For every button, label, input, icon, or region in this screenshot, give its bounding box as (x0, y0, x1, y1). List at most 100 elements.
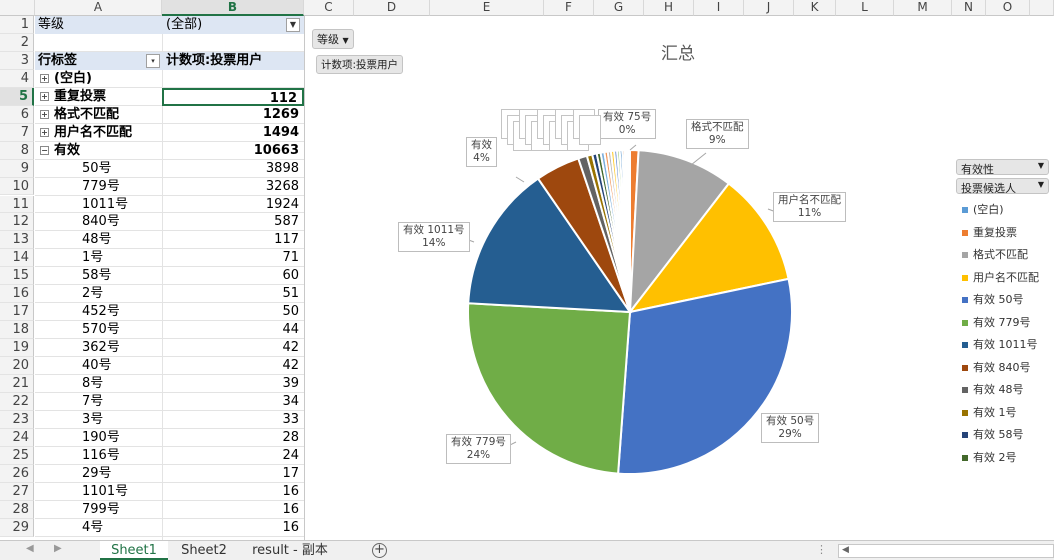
pivot-child-value[interactable]: 3898 (265, 160, 299, 176)
pivot-group-label[interactable]: + 重复投票 (35, 88, 162, 106)
scroll-next-sheet-button[interactable]: ▶ (54, 543, 62, 554)
pivot-group-label[interactable]: + 用户名不匹配 (35, 124, 162, 142)
data-label[interactable]: 用户名不匹配 11% (773, 192, 846, 222)
column-header-o[interactable]: O (986, 0, 1030, 16)
pivot-child-label[interactable]: 190号 (82, 429, 120, 445)
pivot-child-value[interactable]: 16 (282, 483, 299, 499)
data-label[interactable]: 有效 1011号 14% (398, 222, 470, 252)
legend-entry[interactable]: 有效 2号 (962, 449, 1017, 465)
row-header[interactable]: 18 (0, 321, 34, 340)
row-header[interactable]: 12 (0, 213, 34, 232)
pivot-child-label[interactable]: 40号 (82, 358, 112, 374)
row-header[interactable]: 19 (0, 339, 34, 358)
row-header[interactable]: 26 (0, 464, 34, 483)
row-header[interactable]: 3 (0, 51, 34, 70)
row-header[interactable]: 25 (0, 446, 34, 465)
row-header[interactable]: 21 (0, 375, 34, 393)
row-header[interactable]: 24 (0, 428, 34, 447)
column-header-m[interactable]: M (894, 0, 952, 16)
pivot-child-label[interactable]: 29号 (82, 465, 112, 481)
pivot-child-label[interactable]: 2号 (82, 286, 104, 302)
row-header[interactable]: 20 (0, 357, 34, 375)
expand-collapse-button[interactable]: + (40, 109, 49, 119)
scroll-first-sheet-button[interactable]: ◀ (26, 543, 34, 554)
column-header-c[interactable]: C (304, 0, 354, 16)
column-header-g[interactable]: G (594, 0, 644, 16)
pivot-child-value[interactable]: 24 (282, 447, 299, 463)
expand-collapse-button[interactable]: + (40, 127, 49, 137)
legend-entry[interactable]: 格式不匹配 (962, 246, 1028, 262)
pivot-child-label[interactable]: 1号 (82, 250, 104, 266)
column-header-d[interactable]: D (354, 0, 430, 16)
row-header[interactable]: 22 (0, 392, 34, 411)
pie-slice-5[interactable] (467, 302, 632, 475)
data-label[interactable]: 有效 4% (466, 137, 497, 167)
value-field-header[interactable]: 计数项:投票用户 (162, 51, 304, 70)
column-header-l[interactable]: L (836, 0, 894, 16)
row-header[interactable]: 9 (0, 159, 34, 178)
pivot-child-label[interactable]: 840号 (82, 214, 120, 230)
pivot-child-value[interactable]: 50 (282, 304, 299, 320)
pivot-child-label[interactable]: 4号 (82, 519, 104, 535)
pivot-child-label[interactable]: 570号 (82, 322, 120, 338)
row-labels-header[interactable]: 行标签 (35, 51, 162, 70)
row-header[interactable]: 13 (0, 231, 34, 250)
pivot-group-value[interactable]: 112 (162, 87, 304, 106)
pivot-child-label[interactable]: 50号 (82, 160, 112, 176)
pivot-group-value[interactable]: 10663 (253, 142, 299, 158)
pivot-child-value[interactable]: 71 (282, 250, 299, 266)
pivot-child-value[interactable]: 117 (274, 232, 299, 248)
pivot-group-label[interactable]: + 格式不匹配 (35, 106, 162, 124)
pivot-child-label[interactable]: 48号 (82, 232, 112, 248)
data-label[interactable]: 格式不匹配 9% (686, 119, 749, 149)
pivot-child-label[interactable]: 7号 (82, 393, 104, 409)
column-header-e[interactable]: E (430, 0, 544, 16)
legend-entry[interactable]: 有效 1号 (962, 404, 1017, 420)
row-header[interactable]: 1 (0, 16, 34, 34)
filter-dropdown-button[interactable]: ▼ (286, 18, 300, 32)
pivot-group-label[interactable]: − 有效 (35, 142, 162, 160)
column-header-j[interactable]: J (744, 0, 794, 16)
column-header-b[interactable]: B (162, 0, 304, 16)
sheet-tab[interactable]: Sheet2 (181, 543, 227, 558)
chart-filter-level-button[interactable]: 等级 ▼ (312, 29, 354, 49)
pivot-child-label[interactable]: 362号 (82, 340, 120, 356)
pivot-child-label[interactable]: 1101号 (82, 483, 129, 499)
pivot-child-value[interactable]: 60 (282, 268, 299, 284)
pivot-child-label[interactable]: 779号 (82, 178, 120, 194)
pivot-child-label[interactable]: 8号 (82, 376, 104, 391)
column-header-n[interactable]: N (952, 0, 986, 16)
row-header[interactable]: 23 (0, 410, 34, 429)
legend-entry[interactable]: 有效 840号 (962, 359, 1031, 375)
data-label[interactable]: 有效 779号 24% (446, 434, 511, 464)
pivot-child-value[interactable]: 3268 (265, 178, 299, 194)
pivot-child-value[interactable]: 51 (282, 286, 299, 302)
expand-collapse-button[interactable]: − (40, 145, 49, 155)
pivot-child-value[interactable]: 16 (282, 519, 299, 535)
data-label[interactable]: 有效 75号 0% (598, 109, 657, 139)
horizontal-scrollbar[interactable]: ◀ (838, 544, 1054, 558)
pie-slice-4[interactable] (617, 277, 793, 475)
pivot-child-value[interactable]: 39 (282, 376, 299, 391)
legend-entry[interactable]: 有效 48号 (962, 381, 1024, 397)
sheet-tab[interactable]: Sheet1 (100, 541, 168, 560)
legend-field-candidate-button[interactable]: 投票候选人 ▼ (956, 178, 1049, 195)
row-header[interactable]: 28 (0, 500, 34, 519)
pivot-group-value[interactable]: 1269 (262, 106, 299, 122)
row-header[interactable]: 7 (0, 123, 34, 142)
row-header[interactable]: 16 (0, 285, 34, 304)
legend-entry[interactable]: (空白) (962, 201, 1004, 217)
legend-entry[interactable]: 用户名不匹配 (962, 269, 1039, 285)
pivot-group-label[interactable]: + (空白) (35, 70, 162, 88)
pie-slice-2[interactable] (628, 149, 731, 316)
filter-label-cell[interactable]: 等级 (35, 16, 162, 34)
pivot-child-value[interactable]: 587 (274, 214, 299, 230)
row-header[interactable]: 11 (0, 195, 34, 214)
pivot-child-label[interactable]: 799号 (82, 501, 120, 517)
scroll-left-icon[interactable]: ◀ (842, 545, 849, 555)
pivot-group-value[interactable] (162, 70, 304, 88)
data-label[interactable]: 有效 50号 29% (761, 413, 820, 443)
pivot-child-value[interactable]: 44 (282, 322, 299, 338)
row-header[interactable]: 14 (0, 249, 34, 268)
add-sheet-button[interactable]: + (372, 543, 387, 558)
